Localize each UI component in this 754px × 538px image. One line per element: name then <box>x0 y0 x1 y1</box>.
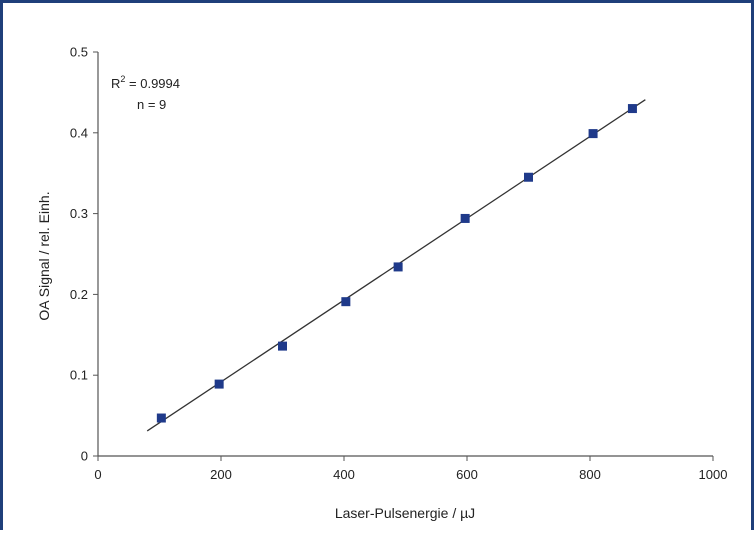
x-tick-label: 800 <box>579 467 601 482</box>
data-point <box>524 172 533 182</box>
r-squared-prefix: R <box>111 76 120 91</box>
ticks: 0 200 400 600 800 1000 0 0.1 0.2 0.3 0.4 0.5 <box>70 45 728 483</box>
r-squared-value: = 0.9994 <box>125 76 180 91</box>
y-tick-label: 0.1 <box>70 368 88 383</box>
y-tick-label: 0.4 <box>70 125 88 140</box>
x-tick-label: 1000 <box>699 467 728 482</box>
data-point <box>278 341 287 351</box>
y-tick-label: 0.2 <box>70 287 88 302</box>
y-tick-label: 0 <box>81 449 88 464</box>
data-point <box>393 262 403 272</box>
r-squared-superscript: 2 <box>120 74 125 84</box>
data-point <box>156 413 166 423</box>
data-points <box>156 104 637 423</box>
n-annotation: n = 9 <box>137 97 166 112</box>
x-tick-label: 200 <box>210 467 232 482</box>
data-point <box>460 213 470 223</box>
chart: 0 200 400 600 800 1000 0 0.1 0.2 0.3 0.4 0.5 Laser-… <box>36 45 728 522</box>
axes <box>97 52 713 457</box>
data-point <box>214 379 224 389</box>
x-tick-label: 600 <box>456 467 478 482</box>
y-tick-label: 0.5 <box>70 45 88 60</box>
data-point <box>588 129 598 139</box>
y-tick-label: 0.3 <box>70 206 88 221</box>
x-tick-label: 400 <box>333 467 355 482</box>
x-axis-title: Laser-Pulsenergie / µJ <box>335 505 475 521</box>
data-point <box>627 104 637 114</box>
x-tick-label: 0 <box>94 467 101 482</box>
r-squared-annotation: R2 = 0.9994 <box>111 74 180 91</box>
y-axis-title: OA Signal / rel. Einh. <box>36 191 52 320</box>
data-point <box>341 297 351 307</box>
